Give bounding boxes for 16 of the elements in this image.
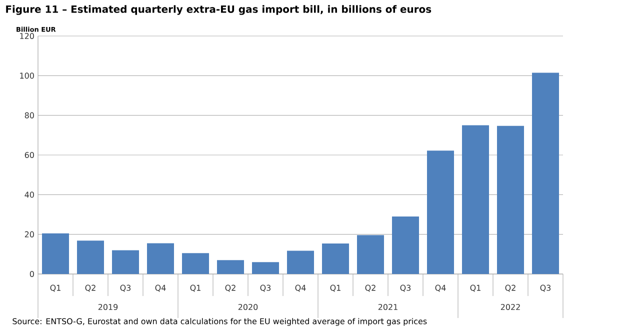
bar bbox=[427, 150, 454, 274]
bar bbox=[217, 260, 244, 274]
bar bbox=[497, 126, 524, 274]
bar bbox=[252, 262, 280, 274]
bar bbox=[392, 216, 420, 274]
bar bbox=[357, 235, 384, 274]
bar bbox=[112, 250, 139, 274]
bar bbox=[462, 125, 490, 274]
bar bbox=[77, 240, 104, 274]
bar bbox=[147, 243, 174, 274]
chart-title: Figure 11 – Estimated quarterly extra-EU gas import bill, in billions of euros bbox=[6, 5, 432, 15]
bar bbox=[322, 243, 350, 274]
bar bbox=[182, 253, 210, 274]
bar bbox=[287, 250, 314, 274]
bar bbox=[42, 233, 69, 274]
bar bbox=[532, 72, 560, 274]
